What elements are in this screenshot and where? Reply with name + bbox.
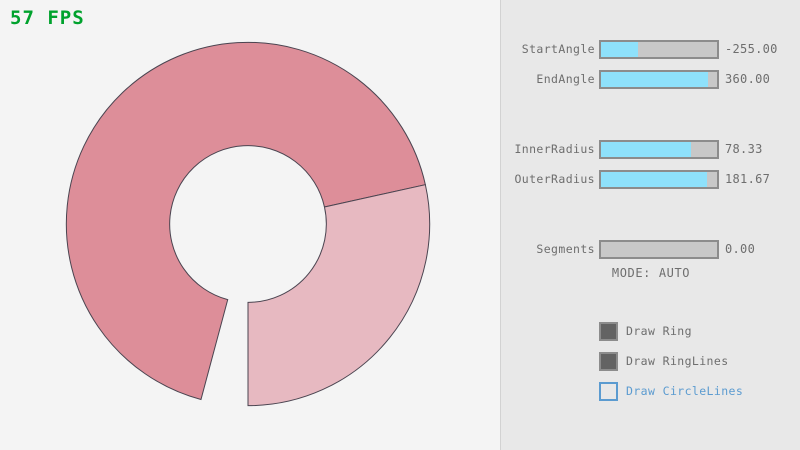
slider-row-endangle: EndAngle 360.00	[501, 70, 800, 90]
slider-label-endangle: EndAngle	[536, 72, 595, 86]
slider-row-innerradius: InnerRadius 78.33	[501, 140, 800, 160]
checkbox-draw-ring[interactable]	[599, 321, 618, 341]
slider-segments[interactable]	[599, 240, 719, 259]
checkbox-draw-circlelines[interactable]	[599, 381, 618, 401]
slider-row-segments: Segments 0.00	[501, 240, 800, 260]
checkbox-label-draw-ring: Draw Ring	[626, 324, 692, 338]
slider-label-innerradius: InnerRadius	[514, 142, 595, 156]
slider-row-outerradius: OuterRadius 181.67	[501, 170, 800, 190]
mode-label: MODE: AUTO	[611, 266, 691, 280]
slider-value-segments: 0.00	[725, 242, 756, 256]
slider-endangle[interactable]	[599, 70, 719, 89]
slider-label-segments: Segments	[536, 242, 595, 256]
ring-segment-light	[247, 184, 431, 407]
checkbox-draw-ringlines[interactable]	[599, 351, 618, 371]
slider-fill	[601, 142, 692, 157]
slider-row-startangle: StartAngle -255.00	[501, 40, 800, 60]
slider-label-outerradius: OuterRadius	[514, 172, 595, 186]
slider-startangle[interactable]	[599, 40, 719, 59]
checkbox-row-draw-circlelines[interactable]: Draw CircleLines	[599, 380, 799, 402]
slider-outerradius[interactable]	[599, 170, 719, 189]
slider-value-startangle: -255.00	[725, 42, 778, 56]
slider-fill	[601, 42, 639, 57]
checkbox-label-draw-ringlines: Draw RingLines	[626, 354, 729, 368]
fps-counter: 57 FPS	[10, 7, 85, 29]
ring-segment-dark	[65, 41, 426, 401]
checkbox-row-draw-ring[interactable]: Draw Ring	[599, 320, 799, 342]
slider-innerradius[interactable]	[599, 140, 719, 159]
control-panel: StartAngle -255.00 EndAngle 360.00 InnerRadi…	[500, 0, 800, 450]
slider-fill	[601, 72, 708, 87]
checkbox-row-draw-ringlines[interactable]: Draw RingLines	[599, 350, 799, 372]
checkbox-label-draw-circlelines: Draw CircleLines	[626, 384, 744, 398]
slider-fill	[601, 172, 707, 187]
slider-value-endangle: 360.00	[725, 72, 771, 86]
ring-chart	[65, 41, 431, 407]
slider-value-outerradius: 181.67	[725, 172, 771, 186]
slider-value-innerradius: 78.33	[725, 142, 763, 156]
slider-label-startangle: StartAngle	[521, 42, 595, 56]
render-canvas[interactable]: 57 FPS	[0, 0, 500, 450]
